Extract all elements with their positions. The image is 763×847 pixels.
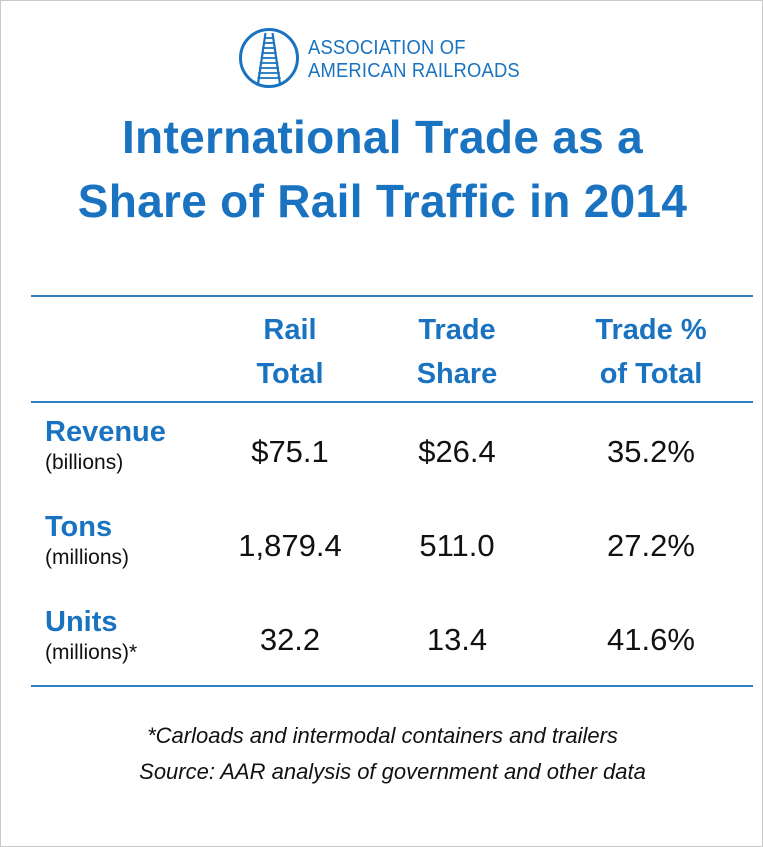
column-header-line-2: Share	[416, 358, 498, 390]
title-line-1: International Trade as a	[121, 111, 644, 163]
column-header-line-2: of Total	[599, 358, 703, 390]
table-cell: 511.0	[419, 528, 495, 563]
logo-line-1: ASSOCIATION OF	[308, 37, 466, 59]
column-header-line-1: Trade %	[595, 314, 707, 346]
table-cell: 1,879.4	[238, 528, 342, 563]
logo-line-2: AMERICAN RAILROADS	[308, 60, 520, 82]
column-header-rail-total: Rail Total	[205, 308, 375, 396]
column-header-trade-pct: Trade % of Total	[566, 308, 736, 396]
column-header-trade-share: Trade Share	[372, 308, 542, 396]
table-cell: 27.2%	[607, 528, 695, 563]
row-label-revenue: Revenue (billions)	[45, 415, 166, 477]
table-cell: 32.2	[259, 622, 321, 657]
table-cell: $26.4	[418, 434, 496, 469]
row-name: Revenue	[45, 416, 166, 448]
table-cell: 13.4	[426, 622, 488, 657]
table-cell: 35.2%	[607, 434, 695, 469]
table-cell: 41.6%	[607, 622, 695, 657]
column-header-line-2: Total	[256, 358, 324, 390]
table-bottom-divider	[31, 685, 753, 687]
table-top-divider	[31, 295, 753, 297]
page-title: International Trade as a Share of Rail T…	[1, 105, 763, 233]
logo-wordmark: ASSOCIATION OF AMERICAN RAILROADS	[308, 37, 520, 83]
footnote-definition: *Carloads and intermodal containers and …	[147, 723, 618, 748]
footnote-source: Source: AAR analysis of government and o…	[139, 759, 646, 784]
row-unit: (millions)*	[45, 641, 138, 664]
row-name: Units	[45, 606, 118, 638]
title-line-2: Share of Rail Traffic in 2014	[77, 175, 688, 227]
aar-logo: ASSOCIATION OF AMERICAN RAILROADS	[238, 27, 538, 91]
row-unit: (billions)	[45, 451, 124, 474]
row-name: Tons	[45, 511, 113, 543]
table-cell: $75.1	[251, 434, 329, 469]
column-header-line-1: Rail	[263, 314, 317, 346]
row-label-tons: Tons (millions)	[45, 510, 129, 572]
row-unit: (millions)	[45, 546, 129, 569]
table-header-divider	[31, 401, 753, 403]
column-header-line-1: Trade	[418, 314, 496, 346]
railroad-track-circle-icon	[239, 28, 299, 88]
row-label-units: Units (millions)*	[45, 605, 137, 667]
